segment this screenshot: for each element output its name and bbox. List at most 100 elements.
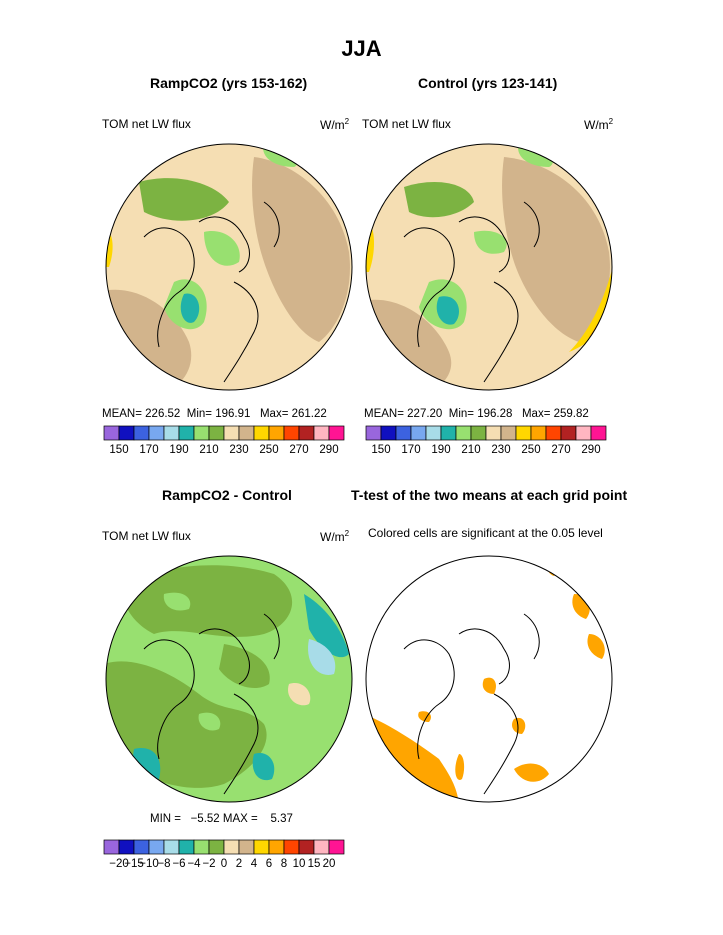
colorbar-swatch bbox=[223, 839, 240, 855]
panel4-map bbox=[365, 555, 613, 803]
panel2-stats: MEAN= 227.20 Min= 196.28 Max= 259.82 bbox=[364, 408, 589, 420]
colorbar-tick-label: 190 bbox=[169, 444, 189, 456]
colorbar-tick-label: −15 bbox=[124, 858, 144, 870]
colorbar-tick-label: 290 bbox=[319, 444, 339, 456]
panel2-map bbox=[365, 143, 613, 391]
colorbar-tick-label: 8 bbox=[280, 858, 288, 870]
colorbar-swatch bbox=[328, 839, 345, 855]
colorbar-tick-label: 190 bbox=[431, 444, 451, 456]
colorbar-tick-label: 6 bbox=[265, 858, 273, 870]
colorbar-tick-label: 2 bbox=[235, 858, 243, 870]
colorbar-swatch bbox=[223, 425, 240, 441]
panel3-map bbox=[105, 555, 353, 803]
panel3-field-label: TOM net LW flux bbox=[102, 529, 191, 543]
colorbar-swatch bbox=[148, 839, 165, 855]
colorbar-swatch bbox=[268, 425, 285, 441]
colorbar-swatch bbox=[455, 425, 472, 441]
colorbar-tick-label: −6 bbox=[172, 858, 186, 870]
colorbar-swatch bbox=[283, 425, 300, 441]
colorbar-tick-label: 250 bbox=[259, 444, 279, 456]
main-title: JJA bbox=[341, 36, 382, 61]
colorbar-tick-label: 150 bbox=[371, 444, 391, 456]
colorbar-swatch bbox=[103, 839, 120, 855]
colorbar-swatch bbox=[485, 425, 502, 441]
panel3-colorbar bbox=[103, 839, 345, 855]
colorbar-swatch bbox=[575, 425, 592, 441]
colorbar-tick-label: 150 bbox=[109, 444, 129, 456]
colorbar-tick-label: 0 bbox=[220, 858, 228, 870]
colorbar-swatch bbox=[133, 839, 150, 855]
colorbar-swatch bbox=[253, 425, 270, 441]
colorbar-tick-label: 170 bbox=[139, 444, 159, 456]
colorbar-tick-label: −8 bbox=[157, 858, 171, 870]
panel1-field-label: TOM net LW flux bbox=[102, 117, 191, 131]
panel1-stats: MEAN= 226.52 Min= 196.91 Max= 261.22 bbox=[102, 408, 327, 420]
colorbar-swatch bbox=[253, 839, 270, 855]
colorbar-swatch bbox=[118, 425, 135, 441]
colorbar-swatch bbox=[365, 425, 382, 441]
colorbar-swatch bbox=[560, 425, 577, 441]
colorbar-tick-label: 10 bbox=[292, 858, 306, 870]
colorbar-swatch bbox=[133, 425, 150, 441]
panel1-colorbar-ticks: 150 170 190 210 230 250 270 290 bbox=[104, 444, 344, 458]
colorbar-tick-label: −2 bbox=[202, 858, 216, 870]
colorbar-tick-label: 230 bbox=[491, 444, 511, 456]
colorbar-tick-label: −4 bbox=[187, 858, 201, 870]
colorbar-swatch bbox=[178, 839, 195, 855]
colorbar-swatch bbox=[103, 425, 120, 441]
colorbar-swatch bbox=[193, 425, 210, 441]
colorbar-tick-label: 270 bbox=[551, 444, 571, 456]
colorbar-tick-label: −20 bbox=[109, 858, 129, 870]
panel2-field-label: TOM net LW flux bbox=[362, 117, 451, 131]
colorbar-tick-label: 210 bbox=[199, 444, 219, 456]
colorbar-swatch bbox=[313, 839, 330, 855]
panel1-colorbar bbox=[103, 425, 345, 441]
colorbar-swatch bbox=[530, 425, 547, 441]
colorbar-tick-label: −10 bbox=[139, 858, 159, 870]
colorbar-swatch bbox=[148, 425, 165, 441]
colorbar-swatch bbox=[238, 839, 255, 855]
colorbar-swatch bbox=[268, 839, 285, 855]
colorbar-swatch bbox=[313, 425, 330, 441]
colorbar-swatch bbox=[163, 425, 180, 441]
colorbar-tick-label: 250 bbox=[521, 444, 541, 456]
colorbar-swatch bbox=[545, 425, 562, 441]
colorbar-tick-label: 15 bbox=[307, 858, 321, 870]
colorbar-tick-label: 270 bbox=[289, 444, 309, 456]
panel4-title: T-test of the two means at each grid poi… bbox=[351, 487, 628, 503]
colorbar-swatch bbox=[410, 425, 427, 441]
colorbar-tick-label: 170 bbox=[401, 444, 421, 456]
colorbar-swatch bbox=[440, 425, 457, 441]
panel3-stats: MIN = −5.52 MAX = 5.37 bbox=[150, 813, 293, 825]
panel2-colorbar bbox=[365, 425, 607, 441]
colorbar-tick-label: 230 bbox=[229, 444, 249, 456]
panel2-colorbar-ticks: 150 170 190 210 230 250 270 290 bbox=[366, 444, 606, 458]
colorbar-tick-label: 290 bbox=[581, 444, 601, 456]
panel2-units: W/m2 bbox=[584, 117, 614, 132]
colorbar-swatch bbox=[178, 425, 195, 441]
panel3-title: RampCO2 - Control bbox=[162, 487, 292, 503]
panel3-colorbar-ticks: −20 −15 −10 −8 −6 −4 −2 0 2 4 6 8 10 15 20 bbox=[104, 858, 344, 872]
colorbar-swatch bbox=[298, 839, 315, 855]
panel1-map bbox=[105, 143, 353, 391]
colorbar-swatch bbox=[515, 425, 532, 441]
colorbar-swatch bbox=[118, 839, 135, 855]
panel1-title: RampCO2 (yrs 153-162) bbox=[150, 75, 308, 91]
panel4-subtitle: Colored cells are significant at the 0.0… bbox=[368, 526, 603, 540]
colorbar-swatch bbox=[470, 425, 487, 441]
colorbar-swatch bbox=[328, 425, 345, 441]
colorbar-swatch bbox=[298, 425, 315, 441]
colorbar-swatch bbox=[380, 425, 397, 441]
colorbar-swatch bbox=[208, 839, 225, 855]
colorbar-swatch bbox=[590, 425, 607, 441]
colorbar-swatch bbox=[238, 425, 255, 441]
panel3-units: W/m2 bbox=[320, 529, 350, 544]
panel2-title: Control (yrs 123-141) bbox=[418, 75, 558, 91]
colorbar-swatch bbox=[163, 839, 180, 855]
colorbar-swatch bbox=[283, 839, 300, 855]
colorbar-swatch bbox=[425, 425, 442, 441]
colorbar-swatch bbox=[193, 839, 210, 855]
colorbar-tick-label: 210 bbox=[461, 444, 481, 456]
panel1-units: W/m2 bbox=[320, 117, 350, 132]
colorbar-tick-label: 4 bbox=[250, 858, 258, 870]
